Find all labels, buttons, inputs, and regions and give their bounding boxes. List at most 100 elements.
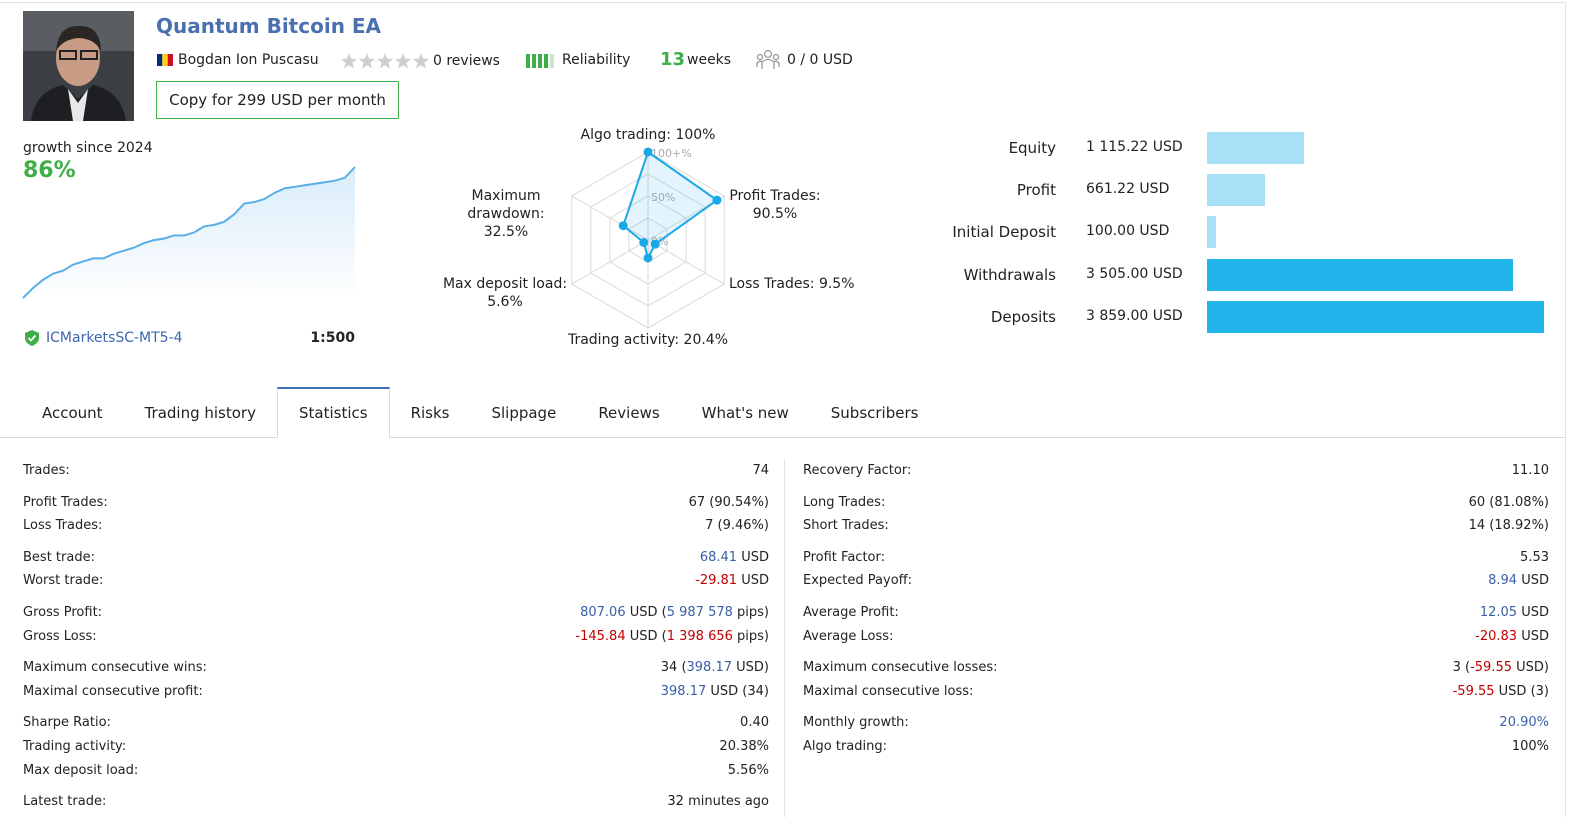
growth-area — [23, 167, 355, 300]
stat-row: Monthly growth: 20.90% — [803, 714, 1549, 732]
stat-label: Recovery Factor: — [803, 463, 912, 478]
balance-bar — [1207, 300, 1544, 333]
radar-point — [712, 195, 722, 205]
radar-tick-label: 50% — [651, 191, 675, 204]
radar-label: Maximum drawdown: 32.5% — [443, 187, 569, 241]
radar-point — [643, 147, 653, 157]
stat-value: 14 (18.92%) — [1469, 517, 1549, 535]
stat-label: Algo trading: — [803, 739, 887, 754]
stat-row: Algo trading: 100% — [803, 738, 1549, 756]
stat-value-part: 11.10 — [1511, 463, 1549, 478]
weeks-value: 13 — [660, 49, 686, 70]
stat-value-part: 12.05 — [1479, 604, 1518, 620]
title: Quantum Bitcoin EA — [156, 14, 382, 38]
stat-value-part: -145.84 — [575, 628, 626, 644]
stat-value-part: 67 (90.54%) — [688, 494, 769, 510]
stat-row: Average Profit: 12.05 USD — [803, 604, 1549, 622]
stat-value-part: USD ( — [625, 604, 667, 620]
stat-value: 8.94 USD — [1488, 572, 1549, 590]
stat-value: -20.83 USD — [1475, 628, 1549, 646]
radar-area — [622, 150, 719, 261]
stat-value-part: pips) — [732, 628, 769, 644]
stat-value-part: USD — [1517, 604, 1549, 620]
stat-row: Sharpe Ratio: 0.40 — [23, 714, 769, 732]
stat-label: Short Trades: — [803, 518, 889, 534]
balance-value: 661.22 USD — [1086, 181, 1170, 198]
stat-value-part: USD (34) — [706, 683, 769, 699]
tab[interactable]: Slippage — [491, 404, 557, 422]
stat-value-part: USD (3) — [1494, 683, 1549, 699]
tab[interactable]: Account — [42, 404, 103, 422]
stat-value: 100% — [1512, 738, 1549, 756]
stat-value: 20.38% — [719, 738, 769, 756]
stat-value-part: 807.06 — [580, 604, 626, 620]
column-divider — [784, 460, 785, 817]
stat-label: Maximal consecutive loss: — [803, 683, 974, 699]
stat-value: -145.84 USD (1 398 656 pips) — [575, 628, 769, 646]
balance-value: 3 505.00 USD — [1086, 265, 1183, 282]
radar-label: Profit Trades: 90.5% — [722, 187, 828, 223]
stat-row: Expected Payoff: 8.94 USD — [803, 572, 1549, 590]
balance-bar — [1207, 174, 1265, 207]
stat-value-part: 74 — [752, 463, 769, 478]
stat-label: Trades: — [23, 463, 70, 478]
stat-value-part: USD) — [1512, 660, 1549, 676]
stat-row: Trades: 74 — [23, 462, 769, 480]
stat-row: Profit Trades: 67 (90.54%) — [23, 494, 769, 512]
stat-value: 807.06 USD (5 987 578 pips) — [580, 604, 769, 622]
stat-value-part: 60 (81.08%) — [1468, 494, 1549, 510]
balance-value: 1 115.22 USD — [1086, 139, 1183, 155]
stat-value-part: USD — [737, 549, 769, 565]
balance-label: Equity — [1008, 139, 1056, 157]
rating-stars — [341, 53, 429, 69]
tab[interactable]: Reviews — [598, 404, 660, 422]
stat-value-part: 398.17 — [686, 660, 733, 676]
stat-value: 7 (9.46%) — [705, 517, 769, 535]
stat-value-part: 34 ( — [660, 660, 687, 676]
stat-row: Profit Factor: 5.53 — [803, 549, 1549, 567]
stat-row: Best trade: 68.41 USD — [23, 549, 769, 567]
tab[interactable]: Subscribers — [830, 404, 919, 422]
stat-value-part: 5 987 578 — [666, 604, 733, 620]
stat-value-part: USD ( — [625, 628, 667, 644]
tab[interactable]: Trading history — [144, 404, 256, 422]
stat-row: Maximum consecutive losses: 3 (-59.55 USD… — [803, 659, 1549, 677]
tab[interactable]: What's new — [701, 404, 789, 422]
reviews[interactable]: 0 reviews — [433, 53, 500, 69]
stat-row: Trading activity: 20.38% — [23, 738, 769, 756]
tab[interactable]: Statistics — [276, 387, 390, 438]
flag — [157, 54, 173, 66]
copy-button[interactable]: Copy for 299 USD per month — [156, 81, 399, 119]
stat-value: 398.17 USD (34) — [661, 683, 769, 701]
subscribers-icon — [756, 49, 780, 69]
stat-value: 20.90% — [1499, 714, 1549, 732]
balance-bar — [1207, 216, 1216, 249]
radar-label: Max deposit load: 5.6% — [440, 275, 570, 311]
weeks-label: weeks — [687, 52, 732, 68]
stat-value: 34 (398.17 USD) — [661, 659, 769, 677]
stat-label: Worst trade: — [23, 573, 104, 589]
stat-label: Trading activity: — [23, 739, 127, 754]
radar-point — [650, 239, 660, 249]
stat-value: 0.40 — [740, 714, 769, 732]
growth-chart — [22, 166, 356, 300]
stat-row: Latest trade: 32 minutes ago — [23, 793, 769, 811]
author[interactable]: Bogdan Ion Puscasu — [178, 52, 319, 68]
stat-value: 5.56% — [728, 762, 769, 780]
stat-row: Long Trades: 60 (81.08%) — [803, 494, 1549, 512]
subscribers: 0 / 0 USD — [787, 52, 853, 68]
stat-label: Max deposit load: — [23, 762, 139, 778]
tab[interactable]: Risks — [410, 404, 450, 422]
stat-value-part: 3 ( — [1452, 660, 1471, 676]
radar-axis-name: Algo trading: — [580, 127, 671, 143]
stat-value-part: -59.55 — [1452, 683, 1495, 699]
stat-label: Maximum consecutive wins: — [23, 660, 207, 676]
broker[interactable]: ICMarketsSC-MT5-4 — [46, 330, 183, 346]
stat-value-part: 20.38% — [719, 739, 769, 754]
stat-value-part: 1 398 656 — [666, 628, 733, 644]
radar-axis-value: 5.6% — [487, 294, 523, 310]
stat-value-part: -29.81 — [695, 573, 738, 589]
radar-label: Trading activity: 20.4% — [548, 331, 748, 349]
stat-row: Gross Loss: -145.84 USD (1 398 656 pips) — [23, 628, 769, 646]
